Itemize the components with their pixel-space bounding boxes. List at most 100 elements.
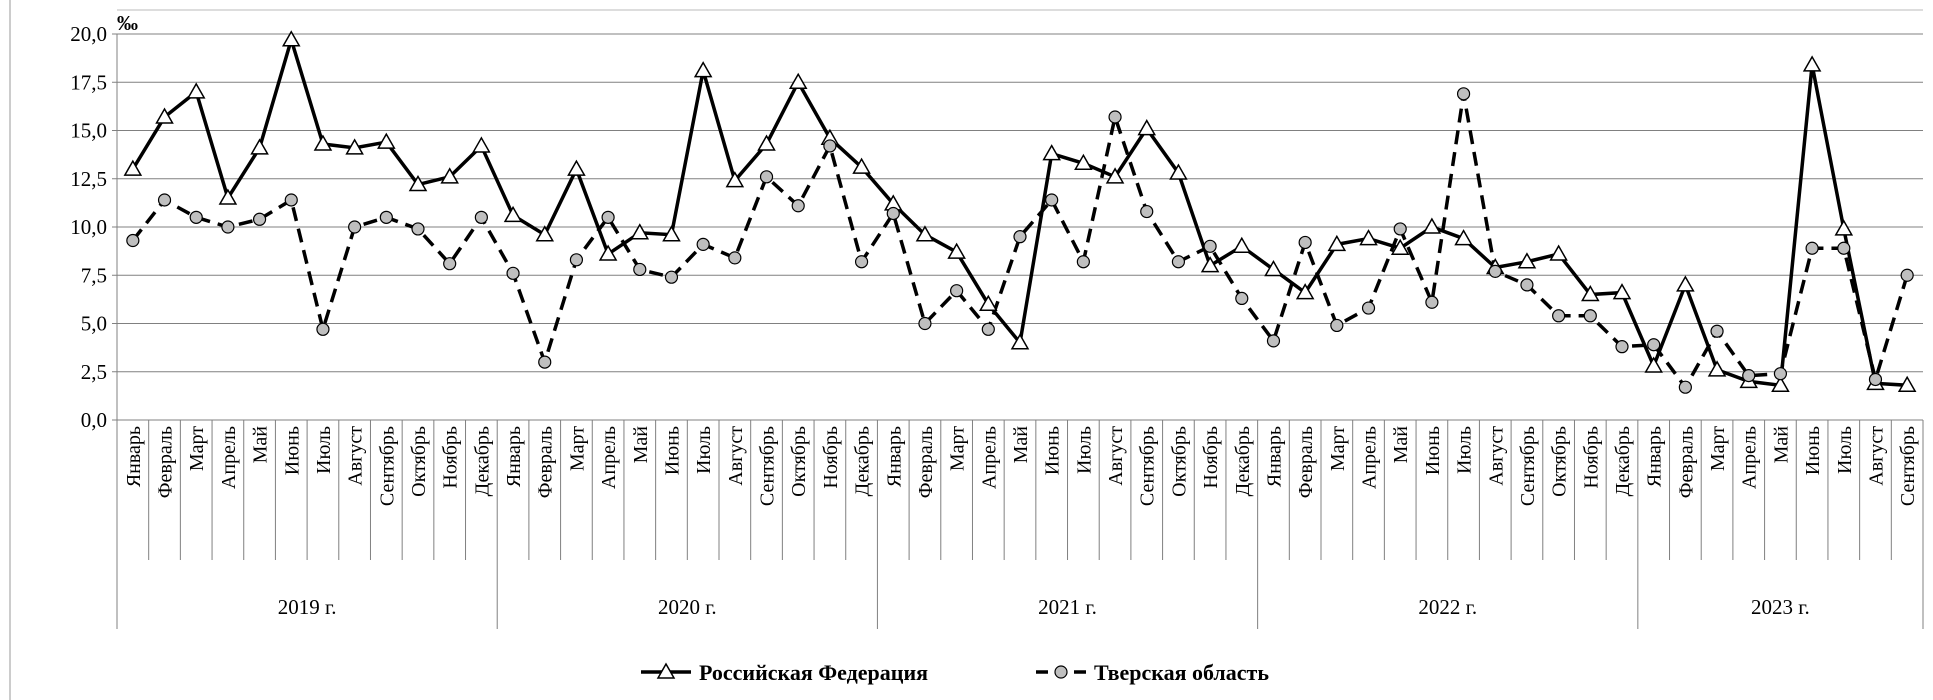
- marker: [1834, 219, 1854, 236]
- marker: [947, 242, 966, 259]
- marker: [1678, 380, 1692, 394]
- marker: [662, 225, 681, 242]
- marker: [1042, 144, 1061, 161]
- x-tick-label: Июль: [1454, 426, 1476, 474]
- marker: [1327, 234, 1347, 252]
- marker: [1045, 193, 1059, 207]
- marker: [1393, 222, 1407, 236]
- x-tick-label: Май: [250, 426, 272, 464]
- x-tick-label: Май: [630, 426, 652, 464]
- x-tick-label: Август: [1485, 426, 1507, 486]
- marker: [569, 253, 584, 267]
- x-tick-label: Декабрь: [852, 426, 874, 496]
- x-tick-label: Апрель: [978, 426, 1000, 489]
- marker: [1644, 356, 1663, 373]
- x-tick-label: Февраль: [535, 426, 557, 498]
- marker: [601, 210, 615, 224]
- marker: [852, 157, 871, 174]
- legend-label: Тверская область: [1094, 660, 1269, 685]
- marker: [1266, 334, 1281, 348]
- y-tick-label: 15,0: [70, 119, 107, 143]
- marker: [443, 257, 457, 271]
- x-tick-label: Июль: [1073, 426, 1095, 474]
- x-tick-label: Июнь: [281, 426, 303, 475]
- x-tick-label: Апрель: [598, 426, 620, 489]
- marker: [1488, 264, 1502, 278]
- marker: [1520, 278, 1534, 292]
- y-tick-label: 2,5: [81, 360, 107, 384]
- marker: [728, 251, 742, 265]
- marker: [1581, 285, 1600, 302]
- marker: [886, 206, 900, 221]
- x-tick-label: Февраль: [915, 426, 937, 498]
- marker: [1454, 229, 1473, 246]
- marker: [1422, 217, 1442, 234]
- y-tick-label: 5,0: [81, 312, 107, 336]
- marker: [725, 171, 745, 188]
- marker: [759, 170, 774, 184]
- group-label: 2020 г.: [658, 595, 717, 619]
- x-tick-label: Сентябрь: [757, 426, 779, 506]
- marker: [1707, 360, 1727, 377]
- marker: [1517, 252, 1537, 269]
- x-tick-label: Декабрь: [1612, 426, 1634, 496]
- marker: [157, 193, 172, 207]
- x-tick-label: Октябрь: [1549, 426, 1571, 497]
- marker: [1612, 283, 1632, 300]
- marker: [630, 223, 650, 240]
- group-label: 2021 г.: [1038, 595, 1097, 619]
- x-tick-label: Февраль: [155, 426, 177, 498]
- x-tick-label: Сентябрь: [1897, 426, 1919, 506]
- marker: [1773, 367, 1788, 381]
- marker: [696, 237, 710, 251]
- marker: [281, 30, 301, 47]
- x-tick-label: Ноябрь: [1200, 426, 1222, 489]
- marker: [123, 159, 143, 176]
- marker: [693, 61, 713, 78]
- x-tick-label: Ноябрь: [820, 426, 842, 489]
- marker: [567, 159, 586, 176]
- marker: [598, 244, 618, 261]
- marker: [1805, 241, 1819, 255]
- x-tick-label: Июнь: [1042, 426, 1064, 475]
- marker: [506, 266, 520, 280]
- marker: [1583, 309, 1597, 323]
- x-tick-label: Август: [725, 426, 747, 486]
- marker: [1868, 372, 1883, 387]
- marker: [189, 210, 203, 224]
- marker: [791, 199, 805, 213]
- x-tick-label: Ноябрь: [1580, 426, 1602, 489]
- x-tick-label: Октябрь: [1168, 426, 1190, 497]
- marker: [1232, 236, 1252, 254]
- marker: [535, 225, 555, 242]
- x-tick-label: Март: [1707, 426, 1729, 471]
- x-tick-label: Июль: [693, 426, 715, 474]
- marker: [377, 132, 396, 149]
- x-tick-label: Декабрь: [1232, 426, 1254, 496]
- x-tick-label: Январь: [883, 426, 905, 487]
- marker: [1361, 301, 1376, 315]
- marker: [1105, 167, 1125, 184]
- marker: [918, 316, 932, 331]
- marker: [221, 220, 235, 234]
- marker: [1615, 340, 1629, 354]
- marker: [1456, 87, 1471, 101]
- x-tick-label: Май: [1390, 426, 1412, 464]
- x-tick-label: Июнь: [1802, 426, 1824, 475]
- marker: [1330, 318, 1344, 333]
- marker: [950, 284, 964, 298]
- marker: [1742, 369, 1756, 383]
- x-tick-label: Декабрь: [471, 426, 493, 496]
- marker: [316, 322, 330, 336]
- legend-marker: [1054, 665, 1068, 679]
- x-tick-label: Июнь: [1422, 426, 1444, 475]
- marker: [379, 210, 393, 224]
- marker: [633, 262, 647, 277]
- marker: [1802, 55, 1822, 72]
- x-tick-label: Март: [186, 426, 208, 471]
- marker: [1013, 230, 1027, 244]
- marker: [1425, 295, 1439, 309]
- marker: [1235, 291, 1249, 306]
- y-tick-label: 17,5: [70, 70, 107, 94]
- x-tick-label: Апрель: [218, 426, 240, 489]
